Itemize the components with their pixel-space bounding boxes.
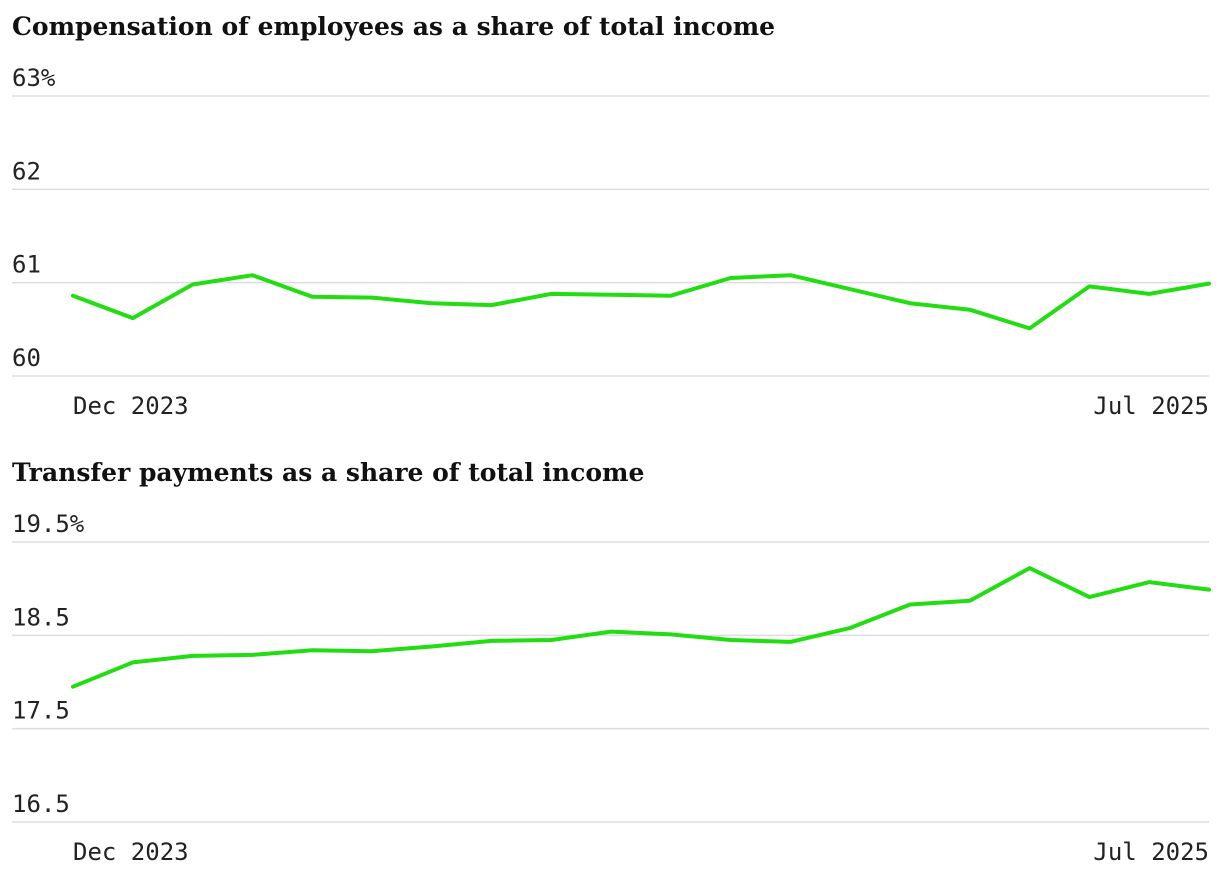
data-point bbox=[848, 287, 852, 291]
y-tick-label: 19.5% bbox=[12, 510, 85, 538]
data-point bbox=[250, 273, 254, 277]
y-tick-label: 61 bbox=[12, 251, 41, 279]
data-point bbox=[1087, 595, 1091, 599]
chart-title: Compensation of employees as a share of … bbox=[12, 12, 775, 41]
y-tick-label: 16.5 bbox=[12, 790, 70, 818]
series-line bbox=[71, 273, 1211, 331]
data-point bbox=[908, 603, 912, 607]
y-tick-label: 63% bbox=[12, 64, 56, 92]
data-point bbox=[131, 316, 135, 320]
y-tick-label: 60 bbox=[12, 344, 41, 372]
data-point bbox=[669, 294, 673, 298]
data-point bbox=[908, 301, 912, 305]
data-point bbox=[968, 599, 972, 603]
data-point bbox=[788, 273, 792, 277]
data-point bbox=[310, 648, 314, 652]
data-point bbox=[1087, 284, 1091, 288]
data-point bbox=[490, 639, 494, 643]
transfer-payments-chart: Transfer payments as a share of total in… bbox=[12, 458, 1211, 866]
data-point bbox=[1147, 292, 1151, 296]
data-point bbox=[131, 660, 135, 664]
data-point bbox=[609, 293, 613, 297]
x-tick-label-start: Dec 2023 bbox=[73, 838, 189, 866]
data-point bbox=[729, 638, 733, 642]
data-point bbox=[250, 653, 254, 657]
data-point bbox=[191, 283, 195, 287]
x-tick-label-end: Jul 2025 bbox=[1093, 838, 1209, 866]
x-tick-label-end: Jul 2025 bbox=[1093, 392, 1209, 420]
compensation-chart: Compensation of employees as a share of … bbox=[12, 12, 1211, 420]
data-point bbox=[549, 292, 553, 296]
data-point bbox=[490, 303, 494, 307]
y-tick-label: 18.5 bbox=[12, 603, 70, 631]
data-point bbox=[1028, 566, 1032, 570]
data-point bbox=[71, 685, 75, 689]
data-point bbox=[191, 654, 195, 658]
data-point bbox=[729, 276, 733, 280]
data-point bbox=[1147, 580, 1151, 584]
data-point bbox=[370, 649, 374, 653]
data-point bbox=[848, 626, 852, 630]
y-tick-label: 62 bbox=[12, 157, 41, 185]
data-point bbox=[310, 295, 314, 299]
data-point bbox=[609, 630, 613, 634]
y-tick-label: 17.5 bbox=[12, 697, 70, 725]
x-tick-label-start: Dec 2023 bbox=[73, 392, 189, 420]
series-line bbox=[71, 566, 1211, 689]
data-point bbox=[788, 640, 792, 644]
data-point bbox=[1028, 326, 1032, 330]
data-point bbox=[968, 308, 972, 312]
data-point bbox=[71, 294, 75, 298]
chart-title: Transfer payments as a share of total in… bbox=[12, 458, 644, 487]
data-point bbox=[549, 638, 553, 642]
data-point bbox=[430, 645, 434, 649]
data-point bbox=[669, 632, 673, 636]
data-point bbox=[370, 296, 374, 300]
data-point bbox=[430, 301, 434, 305]
data-point bbox=[1207, 588, 1211, 592]
data-point bbox=[1207, 282, 1211, 286]
